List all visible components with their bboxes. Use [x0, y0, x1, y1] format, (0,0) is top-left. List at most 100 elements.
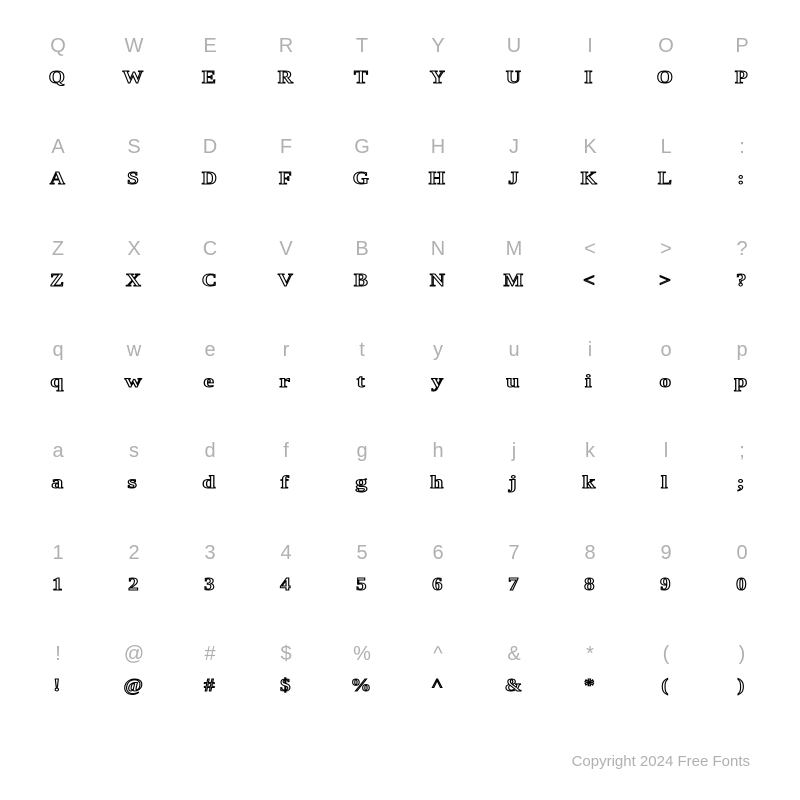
font-sample-char: g	[355, 473, 369, 491]
font-sample-char: X	[125, 271, 142, 289]
reference-char: 9	[660, 543, 671, 563]
char-cell: EE	[172, 10, 248, 111]
reference-char: 4	[280, 543, 291, 563]
reference-char: B	[355, 239, 368, 259]
font-sample-char: 9	[660, 575, 673, 593]
font-sample-char: a	[51, 473, 65, 491]
font-sample-char: 1	[52, 575, 65, 593]
font-sample-char: F	[279, 169, 294, 187]
reference-char: q	[52, 340, 63, 360]
reference-char: V	[279, 239, 292, 259]
font-sample-char: 4	[280, 575, 293, 593]
reference-char: g	[356, 441, 367, 461]
reference-char: Y	[431, 36, 444, 56]
font-sample-char: s	[128, 473, 140, 491]
char-cell: %%	[324, 619, 400, 720]
font-sample-char: j	[509, 473, 519, 491]
font-sample-char: <	[583, 271, 597, 289]
font-sample-char: t	[357, 372, 367, 390]
font-sample-char: r	[280, 372, 293, 390]
font-sample-char: K	[581, 169, 599, 187]
char-cell: RR	[248, 10, 324, 111]
char-cell: ee	[172, 314, 248, 415]
reference-char: r	[283, 340, 290, 360]
reference-char: C	[203, 239, 217, 259]
reference-char: k	[585, 441, 595, 461]
reference-char: D	[203, 137, 217, 157]
reference-char: s	[129, 441, 139, 461]
reference-char: 5	[356, 543, 367, 563]
reference-char: S	[127, 137, 140, 157]
reference-char: X	[127, 239, 140, 259]
reference-char: (	[663, 644, 670, 664]
char-cell: ;;	[704, 416, 780, 517]
reference-char: 7	[508, 543, 519, 563]
char-cell: @@	[96, 619, 172, 720]
reference-char: y	[433, 340, 443, 360]
reference-char: >	[660, 239, 672, 259]
char-cell: AA	[20, 111, 96, 212]
font-sample-char: Z	[50, 271, 66, 289]
font-sample-char: A	[49, 169, 66, 187]
char-cell: NN	[400, 213, 476, 314]
char-cell: LL	[628, 111, 704, 212]
font-sample-char: G	[353, 169, 371, 187]
char-cell: qq	[20, 314, 96, 415]
reference-char: Q	[50, 36, 66, 56]
char-cell: VV	[248, 213, 324, 314]
reference-char: e	[204, 340, 215, 360]
char-cell: KK	[552, 111, 628, 212]
font-sample-char: e	[204, 372, 217, 390]
reference-char: M	[506, 239, 523, 259]
reference-char: H	[431, 137, 445, 157]
char-cell: hh	[400, 416, 476, 517]
reference-char: u	[508, 340, 519, 360]
font-sample-char: p	[734, 372, 750, 390]
font-sample-char: R	[277, 68, 294, 86]
font-sample-char: $	[280, 676, 293, 694]
char-cell: DD	[172, 111, 248, 212]
reference-char: ;	[739, 441, 745, 461]
font-sample-char: T	[354, 68, 370, 86]
char-cell: GG	[324, 111, 400, 212]
font-sample-char: >	[659, 271, 673, 289]
char-cell: WW	[96, 10, 172, 111]
font-sample-char: (	[661, 676, 670, 694]
reference-char: 8	[584, 543, 595, 563]
font-sample-char: P	[735, 68, 750, 86]
font-sample-char: )	[737, 676, 746, 694]
char-cell: 33	[172, 517, 248, 618]
reference-char: <	[584, 239, 596, 259]
reference-char: ^	[433, 644, 442, 664]
char-cell: MM	[476, 213, 552, 314]
char-cell: kk	[552, 416, 628, 517]
font-sample-char: J	[508, 169, 521, 187]
char-cell: 11	[20, 517, 96, 618]
font-sample-char: M	[503, 271, 525, 289]
font-sample-char: 3	[204, 575, 217, 593]
char-cell: SS	[96, 111, 172, 212]
reference-char: %	[353, 644, 371, 664]
char-cell: 44	[248, 517, 324, 618]
font-sample-char: ;	[737, 473, 747, 491]
font-sample-char: o	[659, 372, 673, 390]
reference-char: A	[51, 137, 64, 157]
char-cell: &&	[476, 619, 552, 720]
font-sample-char: S	[127, 169, 141, 187]
reference-char: ?	[736, 239, 747, 259]
reference-char: w	[127, 340, 141, 360]
char-cell: 55	[324, 517, 400, 618]
char-cell: 22	[96, 517, 172, 618]
char-cell: <<	[552, 213, 628, 314]
font-sample-char: W	[123, 68, 146, 86]
font-sample-char: d	[202, 473, 218, 491]
reference-char: &	[507, 644, 520, 664]
font-sample-char: &	[504, 676, 524, 694]
font-sample-char: :	[737, 169, 746, 187]
font-sample-char: L	[658, 169, 674, 187]
char-cell: jj	[476, 416, 552, 517]
font-sample-char: 2	[128, 575, 141, 593]
char-cell: XX	[96, 213, 172, 314]
font-sample-char: V	[277, 271, 294, 289]
char-cell: PP	[704, 10, 780, 111]
